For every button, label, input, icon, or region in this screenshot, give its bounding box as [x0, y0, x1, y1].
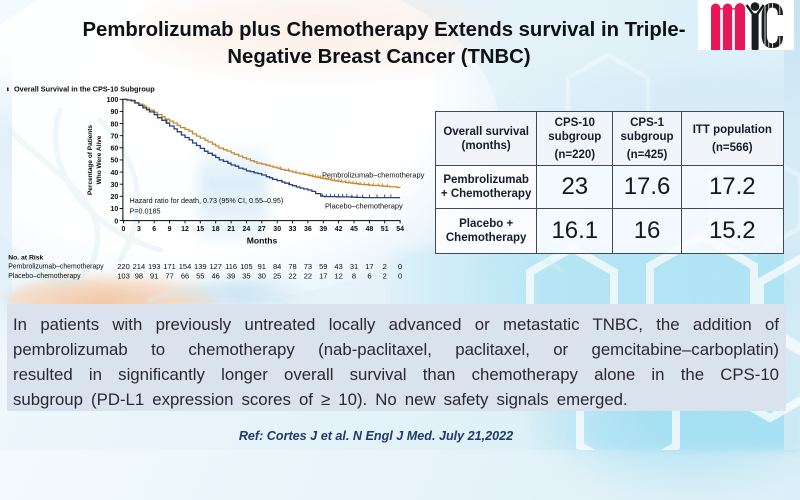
- svg-text:Pembrolizumab–chemotherapy: Pembrolizumab–chemotherapy: [322, 171, 425, 180]
- svg-text:78: 78: [288, 262, 296, 271]
- svg-text:127: 127: [209, 262, 222, 271]
- svg-text:Hazard ratio for death, 0.73 (: Hazard ratio for death, 0.73 (95% CI, 0.…: [130, 196, 284, 205]
- svg-text:Who Were Alive: Who Were Alive: [96, 135, 103, 184]
- svg-text:105: 105: [240, 262, 253, 271]
- svg-text:27: 27: [258, 226, 266, 233]
- svg-text:45: 45: [350, 226, 358, 233]
- svg-text:90: 90: [111, 109, 119, 116]
- svg-text:6: 6: [152, 226, 156, 233]
- svg-text:40: 40: [111, 170, 119, 177]
- svg-text:22: 22: [288, 271, 296, 280]
- svg-text:30: 30: [111, 182, 119, 189]
- svg-text:59: 59: [319, 262, 327, 271]
- svg-text:30: 30: [258, 271, 266, 280]
- svg-text:103: 103: [117, 271, 130, 280]
- svg-text:No. at Risk: No. at Risk: [8, 254, 43, 261]
- svg-text:33: 33: [289, 226, 297, 233]
- svg-text:80: 80: [111, 121, 119, 128]
- svg-text:12: 12: [334, 271, 342, 280]
- svg-text:9: 9: [168, 226, 172, 233]
- svg-text:25: 25: [273, 271, 281, 280]
- svg-text:154: 154: [179, 262, 192, 271]
- svg-text:50: 50: [111, 158, 119, 165]
- svg-text:Overall Survival in the CPS-10: Overall Survival in the CPS-10 Subgroup: [14, 85, 155, 94]
- svg-text:Placebo–chemotherapy: Placebo–chemotherapy: [8, 273, 81, 280]
- svg-text:54: 54: [396, 226, 404, 233]
- svg-text:91: 91: [258, 262, 266, 271]
- svg-text:17: 17: [319, 271, 327, 280]
- svg-text:84: 84: [273, 262, 281, 271]
- svg-text:Percentage of Patients: Percentage of Patients: [87, 125, 94, 195]
- svg-text:55: 55: [196, 271, 204, 280]
- svg-text:51: 51: [381, 226, 389, 233]
- svg-text:10: 10: [111, 206, 119, 213]
- svg-text:43: 43: [334, 262, 342, 271]
- svg-text:73: 73: [304, 262, 312, 271]
- svg-text:220: 220: [117, 262, 130, 271]
- svg-text:P=0.0185: P=0.0185: [130, 207, 161, 216]
- svg-text:6: 6: [367, 271, 371, 280]
- svg-text:98: 98: [135, 271, 143, 280]
- svg-text:30: 30: [273, 226, 281, 233]
- svg-text:Pembrolizumab–chemotherapy: Pembrolizumab–chemotherapy: [8, 264, 104, 271]
- svg-text:Placebo–chemotherapy: Placebo–chemotherapy: [325, 202, 403, 211]
- svg-text:15: 15: [196, 226, 204, 233]
- svg-text:36: 36: [304, 226, 312, 233]
- svg-text:39: 39: [227, 271, 235, 280]
- svg-text:31: 31: [350, 262, 358, 271]
- svg-text:12: 12: [181, 226, 189, 233]
- svg-text:8: 8: [352, 271, 356, 280]
- svg-text:77: 77: [165, 271, 173, 280]
- svg-text:66: 66: [181, 271, 189, 280]
- svg-text:214: 214: [133, 262, 146, 271]
- svg-text:2: 2: [383, 271, 387, 280]
- svg-text:171: 171: [163, 262, 176, 271]
- svg-text:22: 22: [304, 271, 312, 280]
- svg-text:21: 21: [227, 226, 235, 233]
- svg-text:35: 35: [242, 271, 250, 280]
- svg-text:39: 39: [319, 226, 327, 233]
- svg-text:Months: Months: [247, 236, 278, 246]
- svg-text:0: 0: [122, 226, 126, 233]
- svg-text:24: 24: [243, 226, 251, 233]
- svg-text:17: 17: [365, 262, 373, 271]
- svg-text:0: 0: [398, 271, 402, 280]
- svg-text:100: 100: [107, 97, 119, 104]
- svg-text:0: 0: [114, 218, 118, 225]
- svg-text:42: 42: [335, 226, 343, 233]
- svg-text:139: 139: [194, 262, 207, 271]
- svg-text:193: 193: [148, 262, 161, 271]
- svg-text:20: 20: [111, 194, 119, 201]
- svg-text:91: 91: [150, 271, 158, 280]
- svg-text:70: 70: [111, 133, 119, 140]
- svg-text:2: 2: [383, 262, 387, 271]
- svg-text:3: 3: [137, 226, 141, 233]
- svg-text:48: 48: [366, 226, 374, 233]
- svg-text:0: 0: [398, 262, 402, 271]
- svg-text:116: 116: [225, 262, 237, 271]
- svg-text:18: 18: [212, 226, 220, 233]
- svg-text:46: 46: [212, 271, 220, 280]
- svg-text:60: 60: [111, 146, 119, 153]
